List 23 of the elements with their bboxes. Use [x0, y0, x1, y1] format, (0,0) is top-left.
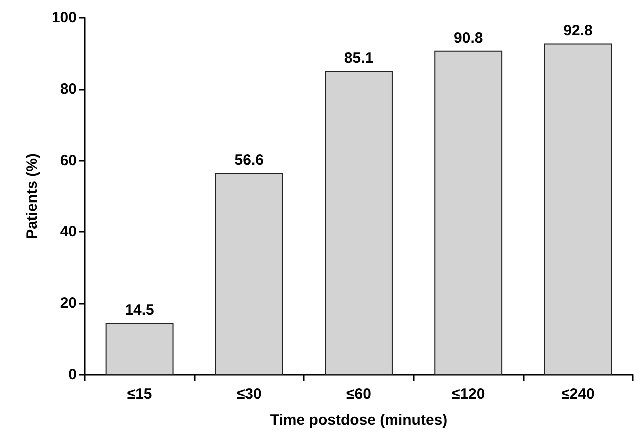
bar	[544, 44, 612, 375]
bar	[215, 172, 284, 375]
bar	[434, 50, 503, 375]
bar	[325, 71, 393, 375]
x-tick-label: ≤60	[346, 386, 372, 403]
y-tick-label: 100	[52, 10, 77, 26]
bar	[106, 323, 174, 375]
x-tick-label: ≤120	[452, 386, 486, 403]
y-tick-label: 40	[60, 224, 77, 241]
y-tick-label: 80	[60, 80, 77, 98]
x-axis-title: Time postdose (minutes)	[270, 412, 448, 429]
x-tick-label: ≤240	[562, 386, 595, 403]
y-tick-label: 0	[68, 366, 77, 384]
data-label: 85.1	[344, 50, 374, 68]
data-label: 90.8	[454, 30, 484, 47]
x-tick-label: ≤15	[127, 386, 152, 403]
data-label: 56.6	[234, 152, 264, 169]
data-label: 92.8	[564, 22, 593, 40]
x-tick-label: ≤30	[236, 386, 262, 403]
y-tick-label: 20	[60, 295, 77, 312]
y-tick-label: 60	[60, 152, 77, 170]
data-label: 14.5	[125, 302, 154, 320]
y-axis-title: Patients (%)	[24, 154, 41, 240]
